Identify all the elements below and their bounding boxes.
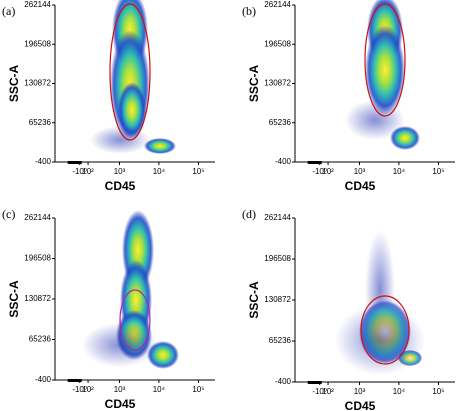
y-tick-label: -400 [275, 377, 292, 386]
x-axis-label: CD45 [105, 397, 136, 411]
density-cloud [345, 100, 405, 140]
y-tick-label: 262144 [24, 0, 51, 9]
y-tick-label: 196508 [24, 39, 51, 48]
y-tick-label: 65236 [269, 118, 292, 127]
gate [364, 3, 406, 117]
x-axis-label: CD45 [345, 179, 376, 193]
density-cloud [90, 126, 150, 154]
y-tick-label: 65236 [269, 336, 292, 345]
x-tick-label: 10⁴ [153, 385, 166, 394]
x-tick-label: 10⁵ [192, 385, 204, 394]
x-tick-label: 10² [82, 167, 94, 176]
panel-label: (b) [242, 4, 256, 18]
y-tick-label: -400 [35, 375, 52, 384]
x-tick-label: -10⁰ [72, 167, 87, 176]
x-axis-label: CD45 [345, 399, 376, 411]
x-tick-label: 10³ [354, 387, 366, 396]
density-cloud [82, 323, 158, 367]
x-tick-label: 10⁵ [192, 167, 204, 176]
density-cloud [118, 82, 146, 138]
y-tick-label: 130872 [264, 79, 291, 88]
y-tick-label: 130872 [24, 294, 51, 303]
panel-label: (d) [242, 207, 256, 221]
y-axis-label: SSC-A [247, 65, 261, 103]
y-tick-label: 262144 [264, 0, 291, 9]
axis-marker [67, 161, 82, 164]
x-tick-label: -10⁰ [312, 167, 327, 176]
panel-label: (c) [2, 207, 15, 221]
x-tick-label: 10² [322, 387, 334, 396]
x-axis-label: CD45 [105, 179, 136, 193]
axis-marker [307, 381, 322, 384]
gate [360, 295, 410, 365]
x-tick-label: 10⁴ [393, 167, 406, 176]
gate [109, 3, 151, 141]
density-cloud [365, 25, 405, 115]
y-tick-label: 196508 [264, 254, 291, 263]
y-tick-label: 130872 [264, 295, 291, 304]
x-tick-label: 10⁴ [153, 167, 166, 176]
x-tick-label: 10⁵ [432, 387, 444, 396]
y-tick-label: 65236 [29, 335, 52, 344]
y-tick-label: 196508 [24, 254, 51, 263]
y-tick-label: 130872 [24, 79, 51, 88]
y-tick-label: -400 [35, 157, 52, 166]
y-axis-label: SSC-A [247, 281, 261, 319]
y-tick-label: 262144 [264, 213, 291, 222]
x-tick-label: 10² [322, 167, 334, 176]
y-tick-label: 196508 [264, 39, 291, 48]
x-tick-label: 10⁵ [432, 167, 444, 176]
axis-marker [67, 379, 82, 382]
y-tick-label: 262144 [24, 213, 51, 222]
x-tick-label: 10³ [354, 167, 366, 176]
y-axis-label: SSC-A [7, 280, 21, 318]
y-axis-label: SSC-A [7, 65, 21, 103]
density-cloud [335, 305, 425, 375]
x-tick-label: -10⁰ [72, 385, 87, 394]
gate [119, 289, 151, 351]
x-tick-label: 10² [82, 385, 94, 394]
y-tick-label: 65236 [29, 118, 52, 127]
x-tick-label: 10⁴ [393, 387, 406, 396]
density-cloud [144, 138, 176, 154]
x-tick-label: 10³ [114, 385, 126, 394]
panel-label: (a) [2, 4, 15, 18]
axis-marker [307, 161, 322, 164]
y-tick-label: -400 [275, 157, 292, 166]
x-tick-label: 10³ [114, 167, 126, 176]
x-tick-label: -10⁰ [312, 387, 327, 396]
